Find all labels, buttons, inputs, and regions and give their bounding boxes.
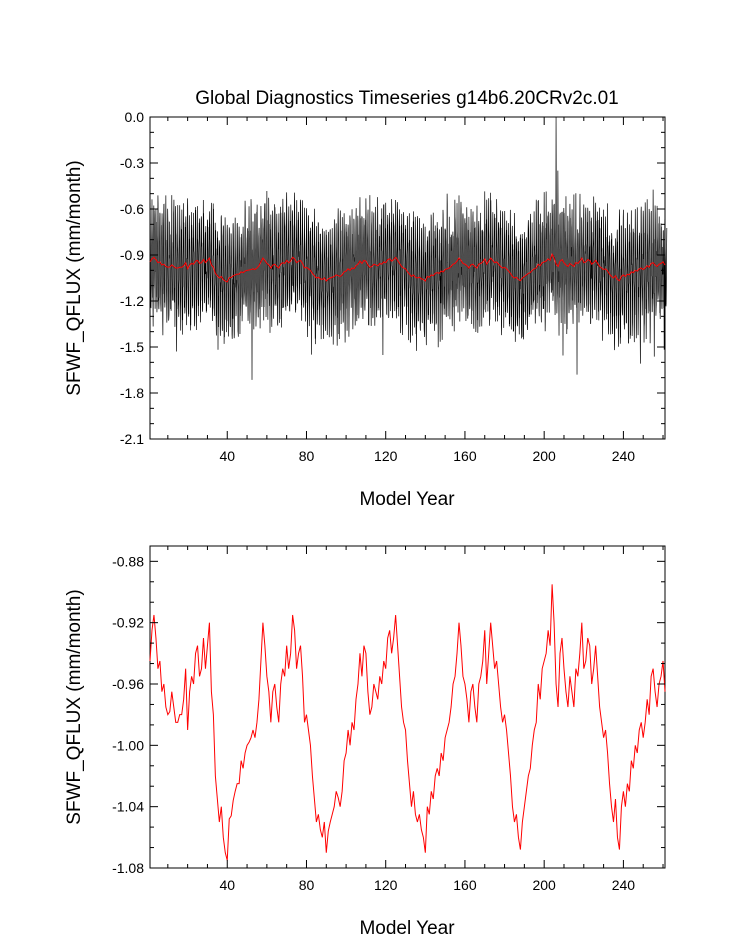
x-tick-label: 240: [612, 448, 636, 464]
y-tick-label: -1.00: [112, 737, 144, 753]
top-y-axis: 0.0 -0.3 -0.6 -0.9 -1.2 -1.5 -1.8 -2.1: [120, 109, 665, 447]
x-tick-label: 120: [374, 448, 398, 464]
y-tick-label: -1.5: [120, 339, 144, 355]
x-tick-label: 80: [299, 877, 315, 893]
top-plot-frame: [149, 116, 666, 440]
y-tick-label: -1.2: [120, 293, 144, 309]
top-y-axis-label: SFWF_QFLUX (mm/month): [64, 160, 85, 395]
bottom-annual-series: [149, 584, 666, 861]
y-tick-label: -0.92: [112, 615, 144, 631]
x-tick-label: 160: [453, 448, 477, 464]
y-tick-label: -0.6: [120, 201, 144, 217]
x-tick-label: 120: [374, 877, 398, 893]
y-tick-label: -1.8: [120, 385, 144, 401]
y-tick-label: -1.04: [112, 799, 144, 815]
chart-title: Global Diagnostics Timeseries g14b6.20CR…: [195, 88, 619, 109]
top-x-axis: 40 80 120 160 200 240: [167, 117, 664, 464]
monthly-series-line: [149, 116, 668, 380]
y-tick-label: 0.0: [125, 109, 145, 125]
bottom-x-axis-label: Model Year: [359, 918, 455, 939]
bottom-panel: -0.88 -0.92 -0.96 -1.00 -1.04 -1.08 40 80 120 16…: [64, 545, 666, 939]
y-tick-label: -0.96: [112, 676, 144, 692]
x-tick-label: 40: [219, 877, 235, 893]
y-tick-label: -2.1: [120, 431, 144, 447]
y-tick-label: -0.9: [120, 247, 144, 263]
bottom-y-axis-label: SFWF_QFLUX (mm/month): [64, 589, 85, 824]
x-tick-label: 200: [532, 448, 556, 464]
bottom-x-axis: 40 80 120 160 200 240: [167, 546, 664, 893]
x-tick-label: 240: [612, 877, 636, 893]
x-tick-label: 80: [299, 448, 315, 464]
bottom-y-axis: -0.88 -0.92 -0.96 -1.00 -1.04 -1.08: [112, 553, 665, 876]
y-tick-label: -0.88: [112, 553, 144, 569]
top-monthly-series: [149, 116, 668, 380]
x-tick-label: 200: [532, 877, 556, 893]
top-x-axis-label: Model Year: [359, 489, 455, 510]
annual-mean-series-line: [149, 252, 666, 283]
top-panel: 0.0 -0.3 -0.6 -0.9 -1.2 -1.5 -1.8 -2.1 40 80 120 1…: [64, 109, 668, 510]
annual-mean-series-line: [149, 584, 666, 861]
top-annual-series: [149, 252, 666, 283]
y-tick-label: -0.3: [120, 155, 144, 171]
y-tick-label: -1.08: [112, 860, 144, 876]
bottom-plot-frame: [149, 545, 666, 869]
x-tick-label: 160: [453, 877, 477, 893]
x-tick-label: 40: [219, 448, 235, 464]
